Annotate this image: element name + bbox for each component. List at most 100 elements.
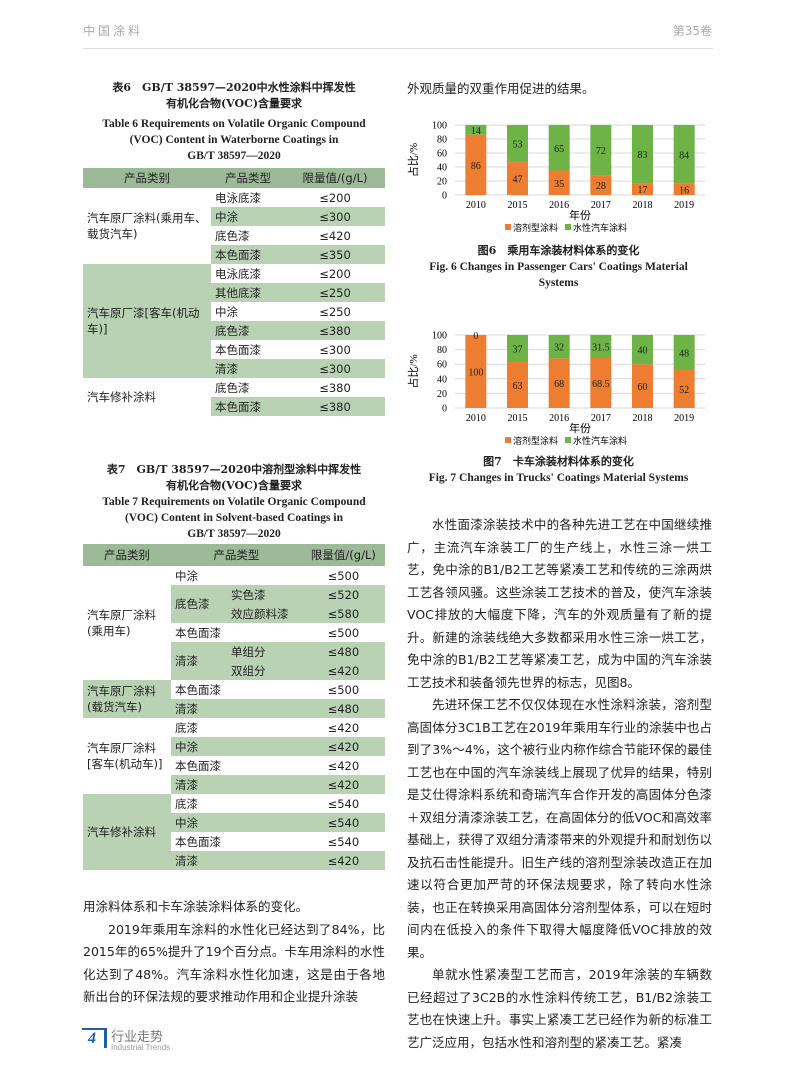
- y-tick-label: 60: [437, 149, 447, 160]
- limit-cell: ≤500: [327, 682, 360, 697]
- legend-label: 水性汽车涂料: [573, 435, 627, 446]
- table7-title-cn-2: 有机化合物(VOC)含量要求: [165, 479, 303, 492]
- legend-label: 溶剂型涂料: [513, 435, 558, 446]
- limit-cell: ≤250: [319, 304, 351, 319]
- col-header: 限量值/(g/L): [301, 544, 385, 566]
- data-label: 31.5: [592, 342, 610, 353]
- legend-swatch: [505, 437, 511, 443]
- limit-cell: ≤300: [285, 207, 385, 226]
- type-cell: 中涂: [171, 813, 302, 832]
- limit-cell: ≤500: [327, 625, 360, 640]
- type-cell: 本色面漆: [175, 834, 221, 849]
- limit-cell: ≤480: [327, 644, 360, 659]
- y-tick-label: 100: [432, 121, 447, 132]
- paragraph: 单就水性紧凑型工艺而言，2019年涂装的车辆数已经超过了3C2B的水性涂料传统工…: [407, 967, 712, 1050]
- bar-segment: [632, 335, 653, 365]
- data-label: 16: [679, 185, 689, 196]
- x-axis-label: 年份: [569, 208, 591, 222]
- bar-segment: [590, 335, 612, 358]
- bar-segment: [673, 335, 695, 371]
- type-cell: 底色漆: [175, 597, 210, 611]
- subtype-cell: 实色漆: [231, 587, 266, 602]
- table7-caption: 表7 GB/T 38597—2020中溶剂型涂料中挥发性 有机化合物(VOC)含…: [83, 462, 385, 542]
- limit-cell: ≤300: [285, 359, 385, 378]
- bar-segment: [632, 125, 653, 184]
- type-cell: 底色漆: [215, 228, 250, 243]
- data-label: 37: [513, 345, 523, 356]
- limit-cell: ≤420: [301, 737, 385, 756]
- bar-segment: [548, 125, 570, 171]
- table7-title-en-2: (VOC) Content in Solvent-based Coatings …: [125, 512, 343, 524]
- y-tick-label: 60: [437, 360, 447, 371]
- bar-segment: [632, 364, 653, 408]
- table7-title-en-3: GB/T 38597—2020: [187, 528, 281, 540]
- chart-fig6: 0 20 40 60 80 100 占比/% 86 14 2010 47 53 2015 35 65 2016…: [406, 121, 705, 233]
- type-cell: 中涂: [175, 568, 198, 583]
- data-label: 40: [638, 346, 648, 357]
- fig6-caption: 图6 乘用车涂装材料体系的变化 Fig. 6 Changes in Passen…: [405, 243, 712, 291]
- footer-accent-bar: [82, 1028, 106, 1030]
- type-cell: 电泳底漆: [215, 190, 261, 205]
- limit-cell: ≤200: [319, 266, 351, 281]
- limit-cell: ≤200: [319, 190, 351, 205]
- limit-cell: ≤540: [301, 813, 385, 832]
- limit-cell: ≤420: [319, 228, 351, 243]
- bar-segment: [548, 335, 570, 359]
- type-cell: 清漆: [211, 359, 286, 378]
- subtype-cell: 效应颜料漆: [231, 606, 289, 621]
- x-tick-label: 2016: [549, 200, 569, 211]
- legend-swatch: [505, 224, 511, 230]
- type-cell: 底漆: [175, 720, 198, 735]
- bar-segment: [507, 335, 528, 363]
- limit-cell: ≤380: [285, 321, 385, 340]
- x-tick-label: 2010: [466, 200, 486, 211]
- col-header: 产品类型: [211, 168, 286, 188]
- data-label: 83: [638, 150, 648, 161]
- col-header: 限量值/(g/L): [285, 168, 385, 188]
- type-cell: 底漆: [175, 796, 198, 811]
- x-axis-label: 年份: [569, 421, 591, 435]
- table6-title-en-3: GB/T 38597—2020: [187, 150, 281, 162]
- col-header: 产品类型: [171, 544, 302, 566]
- legend-label: 溶剂型涂料: [513, 222, 558, 233]
- limit-cell: ≤420: [327, 720, 360, 735]
- limit-cell: ≤380: [319, 380, 351, 395]
- data-label: 28: [596, 181, 606, 192]
- category-cell: 汽车修补涂料: [83, 794, 171, 870]
- x-tick-label: 2018: [633, 200, 653, 211]
- col-header: 产品类别: [83, 544, 171, 566]
- table6: 产品类别 产品类型 限量值/(g/L) 汽车原厂涂料(乘用车、载货汽车) 电泳底漆 ≤20…: [83, 168, 385, 416]
- bar-segment: [632, 183, 653, 195]
- paragraph: 2019年乘用车涂料的水性化已经达到了84%，比2015年的65%提升了19个百…: [83, 921, 385, 1005]
- y-tick-label: 0: [442, 404, 447, 415]
- x-tick-label: 2019: [674, 200, 694, 211]
- data-label: 52: [679, 385, 689, 396]
- data-label: 14: [471, 126, 481, 137]
- bar-segment: [590, 357, 612, 408]
- col-header: 产品类别: [83, 168, 211, 188]
- limit-cell: ≤420: [301, 775, 385, 794]
- table6-caption: 表6 GB/T 38597—2020中水性涂料中挥发性 有机化合物(VOC)含量…: [83, 80, 385, 164]
- footer-accent-bar-vertical: [104, 1028, 107, 1048]
- type-cell: 本色面漆: [215, 342, 261, 357]
- data-label: 32: [554, 343, 564, 354]
- chart-fig7: 0 20 40 60 80 100 占比/% 100 0 2010 63 37 2015 68 32 2016…: [406, 331, 705, 446]
- data-label: 48: [679, 349, 689, 360]
- bar-segment: [548, 170, 570, 195]
- type-cell: 本色面漆: [211, 397, 286, 416]
- section-title-cn: 行业走势: [111, 1030, 164, 1045]
- y-axis-label: 占比/%: [406, 143, 420, 177]
- limit-cell: ≤580: [327, 606, 360, 621]
- table6-title-en: Table 6 Requirements on Volatile Organic…: [102, 118, 366, 130]
- type-cell: 中涂: [171, 737, 302, 756]
- page-number: 4: [88, 1030, 96, 1047]
- y-tick-label: 80: [437, 135, 447, 146]
- y-tick-label: 20: [437, 177, 447, 188]
- category-cell: 汽车修补涂料: [87, 390, 156, 404]
- fig7-caption-cn: 图7 卡车涂装材料体系的变化: [483, 455, 634, 468]
- type-cell: 中涂: [215, 304, 238, 319]
- limit-cell: ≤540: [327, 834, 360, 849]
- bar-segment: [673, 125, 695, 184]
- y-axis-label: 占比/%: [406, 354, 420, 388]
- bar-segment: [548, 358, 570, 408]
